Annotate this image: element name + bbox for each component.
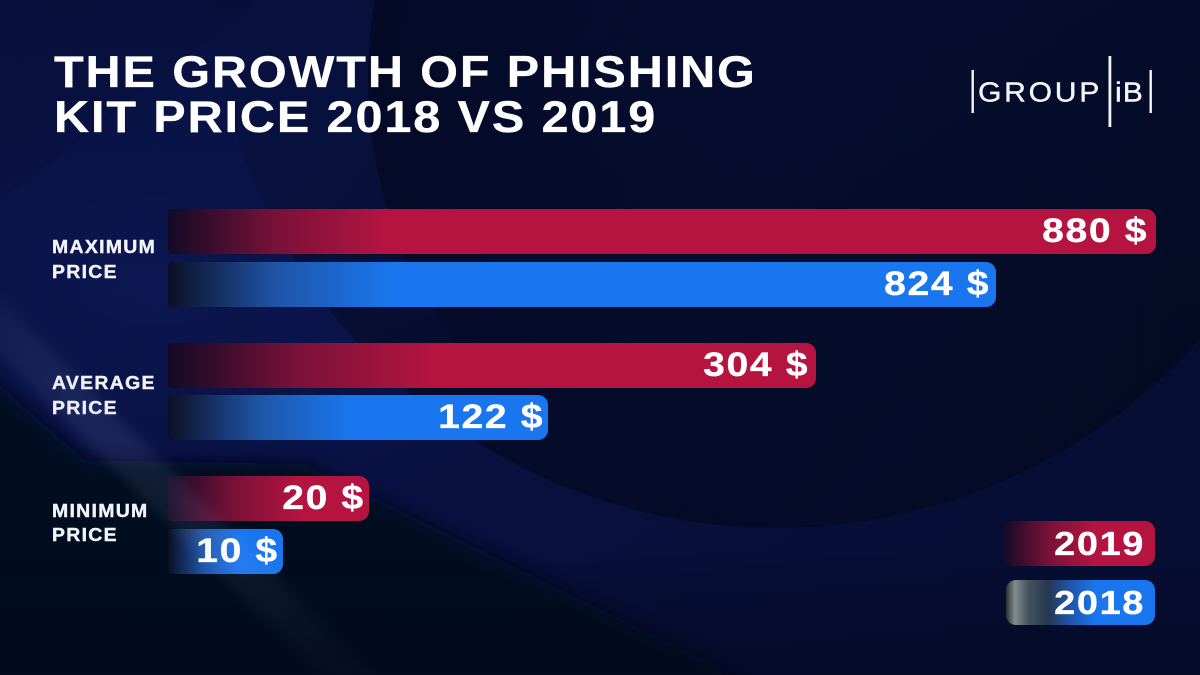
svg-text:iB: iB <box>1115 77 1144 108</box>
svg-text:GROUP: GROUP <box>978 77 1102 108</box>
